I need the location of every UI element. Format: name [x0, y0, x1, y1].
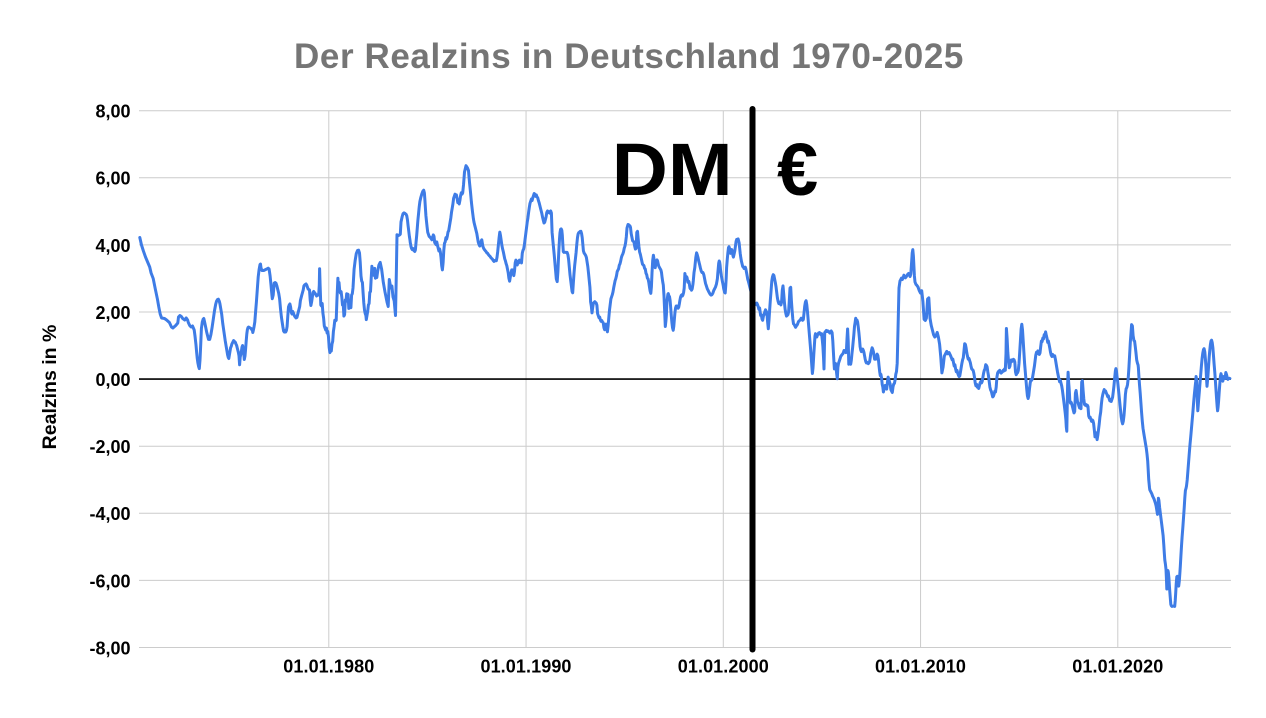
svg-text:-6,00: -6,00 [89, 571, 130, 591]
svg-text:8,00: 8,00 [95, 102, 130, 122]
svg-text:DM: DM [612, 128, 733, 211]
svg-text:Realzins in %: Realzins in % [39, 325, 61, 450]
svg-text:-2,00: -2,00 [89, 437, 130, 457]
svg-text:€: € [777, 128, 818, 211]
svg-text:01.01.1990: 01.01.1990 [480, 657, 571, 677]
svg-text:01.01.1980: 01.01.1980 [283, 657, 374, 677]
svg-text:0,00: 0,00 [95, 370, 130, 390]
svg-text:-8,00: -8,00 [89, 638, 130, 658]
svg-text:01.01.2000: 01.01.2000 [678, 657, 769, 677]
svg-text:6,00: 6,00 [95, 169, 130, 189]
svg-text:-4,00: -4,00 [89, 504, 130, 524]
svg-text:01.01.2010: 01.01.2010 [875, 657, 966, 677]
svg-text:4,00: 4,00 [95, 236, 130, 256]
svg-text:01.01.2020: 01.01.2020 [1072, 657, 1163, 677]
svg-text:2,00: 2,00 [95, 303, 130, 323]
svg-text:Der Realzins in Deutschland 19: Der Realzins in Deutschland 1970-2025 [294, 37, 964, 76]
